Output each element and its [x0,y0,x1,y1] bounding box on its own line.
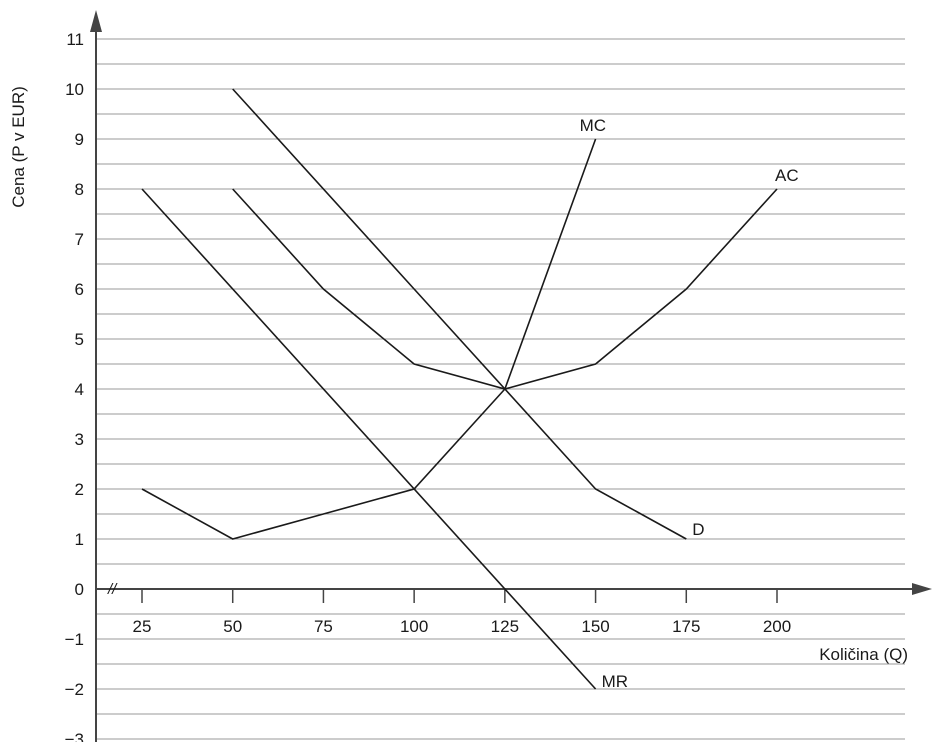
y-tick-label: 8 [75,180,84,199]
x-axis-arrow [912,583,932,595]
y-axis-arrow [90,10,102,32]
y-tick-label: 11 [66,30,84,49]
y-axis-title: Cena (P v EUR) [9,86,28,208]
series-label-mr: MR [602,672,628,691]
y-tick-label: 7 [75,230,84,249]
series-label-ac: AC [775,166,799,185]
x-tick-label: 150 [581,617,609,636]
y-tick-label: 3 [75,430,84,449]
x-tick-label: 125 [491,617,519,636]
y-tick-label: 2 [75,480,84,499]
y-tick-label: −2 [65,680,84,699]
x-tick-label: 175 [672,617,700,636]
y-tick-label: 9 [75,130,84,149]
x-tick-label: 100 [400,617,428,636]
series-layer [141,88,778,690]
y-tick-label: 6 [75,280,84,299]
y-tick-label: 5 [75,330,84,349]
series-line-mr [141,188,597,690]
labels-layer: MC AC D MR [580,116,799,691]
y-tick-label: 4 [75,380,84,399]
x-tick-label: 75 [314,617,333,636]
x-axis-title: Količina (Q) [819,645,908,664]
y-tick-label: 1 [75,530,84,549]
x-tick-label: 50 [223,617,242,636]
series-label-d: D [692,520,704,539]
y-tick-label: 10 [65,80,84,99]
series-label-mc: MC [580,116,606,135]
x-tick-label: 25 [133,617,152,636]
axis-break-mark: // [107,581,118,598]
y-tick-label: −1 [65,630,84,649]
x-tick-label: 200 [763,617,791,636]
grid-layer [96,38,905,740]
y-tick-label: 0 [75,580,84,599]
series-line-mc [141,138,597,540]
y-tick-label: −3 [65,730,84,742]
axes-layer: −3 −2 −1 0 1 2 3 4 5 6 7 8 9 10 11 25 50 75 100 125 150 175 20… [65,10,932,742]
